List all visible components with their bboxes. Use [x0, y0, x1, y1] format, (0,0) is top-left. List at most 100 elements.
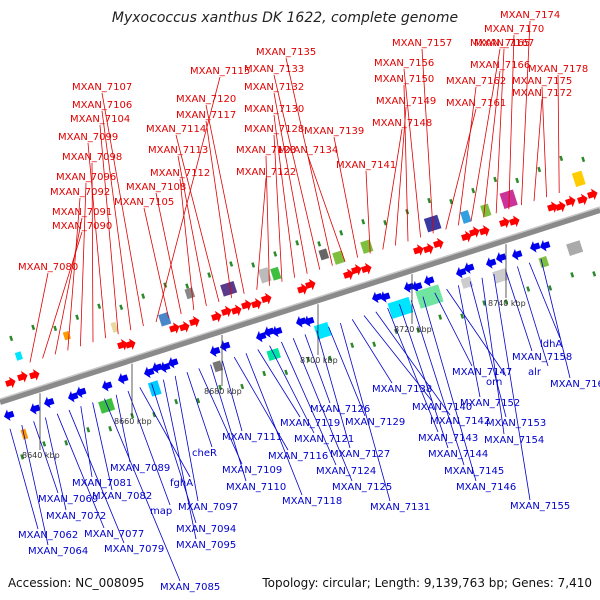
reverse-gene-label[interactable]: MXAN_7152 — [460, 398, 520, 409]
reverse-gene-label[interactable]: MXAN_7116 — [268, 451, 328, 462]
forward-gene-label[interactable]: MXAN_7161 — [446, 98, 506, 109]
reverse-gene-label[interactable]: MXAN_7069 — [38, 494, 98, 505]
forward-gene-label[interactable]: MXAN_7165 — [470, 38, 530, 49]
reverse-gene-label[interactable]: MXAN_7155 — [510, 501, 570, 512]
forward-gene-label[interactable]: MXAN_7157 — [392, 38, 452, 49]
forward-gene-label[interactable]: MXAN_7107 — [72, 82, 132, 93]
forward-gene-label[interactable]: MXAN_7132 — [244, 82, 304, 93]
reverse-gene-label[interactable]: MXAN_7153 — [486, 418, 546, 429]
reverse-gene-label[interactable]: MXAN_7079 — [104, 544, 164, 555]
reverse-gene-arrow-shape — [272, 325, 283, 338]
forward-gene-label[interactable]: MXAN_7096 — [56, 172, 116, 183]
forward-gene-label[interactable]: MXAN_7105 — [114, 197, 174, 208]
reverse-gene-label[interactable]: MXAN_7110 — [226, 482, 286, 493]
forward-gene-label[interactable]: MXAN_7115 — [190, 66, 250, 77]
forward-gene-label[interactable]: MXAN_7178 — [528, 64, 588, 75]
forward-gene-label[interactable]: MXAN_7120 — [176, 94, 236, 105]
reverse-gene-label[interactable]: MXAN_7138 — [372, 384, 432, 395]
reverse-gene-label[interactable]: MXAN_7072 — [46, 511, 106, 522]
reverse-gene-label[interactable]: MXAN_7094 — [176, 524, 236, 535]
reverse-gene-label[interactable]: MXAN_7089 — [110, 463, 170, 474]
reverse-gene-arrow-shape — [424, 275, 435, 287]
reverse-gene-label[interactable]: MXAN_7142 — [430, 416, 490, 427]
reverse-gene-label[interactable]: MXAN_7131 — [370, 502, 430, 513]
forward-gene-label[interactable]: MXAN_7092 — [50, 187, 110, 198]
reverse-gene-label[interactable]: MXAN_7129 — [345, 417, 405, 428]
reverse-gene-label[interactable]: MXAN_7121 — [294, 434, 354, 445]
forward-gene-label[interactable]: MXAN_7114 — [146, 124, 206, 135]
reverse-gene-label[interactable]: MXAN_7081 — [72, 478, 132, 489]
forward-gene-label[interactable]: MXAN_7128 — [244, 124, 304, 135]
reverse-gene-label[interactable]: MXAN_7119 — [280, 418, 340, 429]
forward-gene-label[interactable]: MXAN_7170 — [484, 24, 544, 35]
forward-gene-label[interactable]: MXAN_7099 — [58, 132, 118, 143]
reverse-gene-label[interactable]: MXAN_7124 — [316, 466, 376, 477]
forward-gene-label[interactable]: MXAN_7148 — [372, 118, 432, 129]
reverse-gene-label[interactable]: MXAN_7109 — [222, 465, 282, 476]
reverse-gene-label[interactable]: MXAN_7082 — [92, 491, 152, 502]
forward-gene-arrow-shape — [577, 193, 588, 206]
reverse-gene-label[interactable]: ldhA — [540, 339, 562, 350]
forward-gene-label[interactable]: MXAN_7174 — [500, 10, 560, 21]
forward-gene-label[interactable]: MXAN_7133 — [244, 64, 304, 75]
reverse-leader-line — [434, 292, 473, 367]
forward-gene-label[interactable]: MXAN_7122 — [236, 167, 296, 178]
forward-gene-label[interactable]: MXAN_7139 — [304, 126, 364, 137]
forward-gene-label[interactable]: MXAN_7123 — [236, 145, 296, 156]
forward-gene-label[interactable]: MXAN_7134 — [278, 145, 338, 156]
reverse-gene-label[interactable]: MXAN_7111 — [222, 432, 282, 443]
forward-gene-label[interactable]: MXAN_7162 — [446, 76, 506, 87]
forward-gene-label[interactable]: MXAN_7106 — [72, 100, 132, 111]
feature-dot — [141, 293, 146, 299]
forward-gene-label[interactable]: MXAN_7156 — [374, 58, 434, 69]
reverse-gene-label[interactable]: MXAN_7147 — [452, 367, 512, 378]
forward-gene-arrow — [211, 310, 222, 323]
forward-gene-label[interactable]: MXAN_7149 — [376, 96, 436, 107]
reverse-gene-label[interactable]: MXAN_7164 — [550, 379, 600, 390]
reverse-gene-label[interactable]: MXAN_7118 — [282, 496, 342, 507]
reverse-gene-label[interactable]: MXAN_7140 — [412, 402, 472, 413]
forward-gene-arrow — [509, 215, 520, 227]
forward-gene-label[interactable]: MXAN_7135 — [256, 47, 316, 58]
forward-gene-label[interactable]: MXAN_7080 — [18, 262, 78, 273]
reverse-gene-label[interactable]: cheR — [192, 448, 217, 459]
forward-gene-label[interactable]: MXAN_7172 — [512, 88, 572, 99]
reverse-gene-label[interactable]: MXAN_7126 — [310, 404, 370, 415]
forward-gene-label[interactable]: MXAN_7108 — [126, 182, 186, 193]
reverse-gene-label[interactable]: MXAN_7145 — [444, 466, 504, 477]
reverse-gene-label[interactable]: alr — [528, 367, 542, 378]
forward-gene-label[interactable]: MXAN_7130 — [244, 104, 304, 115]
reverse-gene-label[interactable]: map — [150, 506, 172, 517]
forward-gene-label[interactable]: MXAN_7091 — [52, 207, 112, 218]
forward-gene-label[interactable]: MXAN_7104 — [70, 114, 130, 125]
forward-gene-label[interactable]: MXAN_7166 — [470, 60, 530, 71]
forward-gene-label[interactable]: MXAN_7098 — [62, 152, 122, 163]
forward-gene-label[interactable]: MXAN_7175 — [512, 76, 572, 87]
forward-gene-label[interactable]: MXAN_7090 — [52, 221, 112, 232]
reverse-gene-label[interactable]: MXAN_7144 — [428, 449, 488, 460]
forward-gene-label[interactable]: MXAN_7113 — [148, 145, 208, 156]
reverse-gene-label[interactable]: MXAN_7146 — [456, 482, 516, 493]
reverse-gene-label[interactable]: MXAN_7154 — [484, 435, 544, 446]
reverse-gene-label[interactable]: MXAN_7125 — [332, 482, 392, 493]
forward-gene-label[interactable]: MXAN_7150 — [374, 74, 434, 85]
reverse-gene-label[interactable]: MXAN_7158 — [512, 352, 572, 363]
reverse-gene-label[interactable]: MXAN_7085 — [160, 582, 220, 593]
reverse-gene-label[interactable]: orn — [486, 377, 502, 388]
feature-dot — [53, 325, 58, 332]
reverse-gene-label[interactable]: fghA — [170, 478, 193, 489]
reverse-gene-label[interactable]: MXAN_7127 — [330, 449, 390, 460]
forward-gene-label[interactable]: MXAN_7117 — [176, 110, 236, 121]
reverse-gene-label[interactable]: MXAN_7095 — [176, 540, 236, 551]
accession-text: Accession: NC_008095 — [8, 576, 144, 590]
reverse-gene-label[interactable]: MXAN_7062 — [18, 530, 78, 541]
reverse-gene-label[interactable]: MXAN_7077 — [84, 529, 144, 540]
reverse-gene-arrow — [372, 291, 383, 304]
reverse-gene-arrow-shape — [30, 403, 41, 415]
reverse-gene-label[interactable]: MXAN_7097 — [178, 502, 238, 513]
reverse-gene-label[interactable]: MXAN_7143 — [418, 433, 478, 444]
forward-gene-label[interactable]: MXAN_7141 — [336, 160, 396, 171]
reverse-gene-label[interactable]: MXAN_7064 — [28, 546, 88, 557]
forward-gene-label[interactable]: MXAN_7167 — [474, 38, 534, 49]
forward-gene-label[interactable]: MXAN_7112 — [150, 168, 210, 179]
